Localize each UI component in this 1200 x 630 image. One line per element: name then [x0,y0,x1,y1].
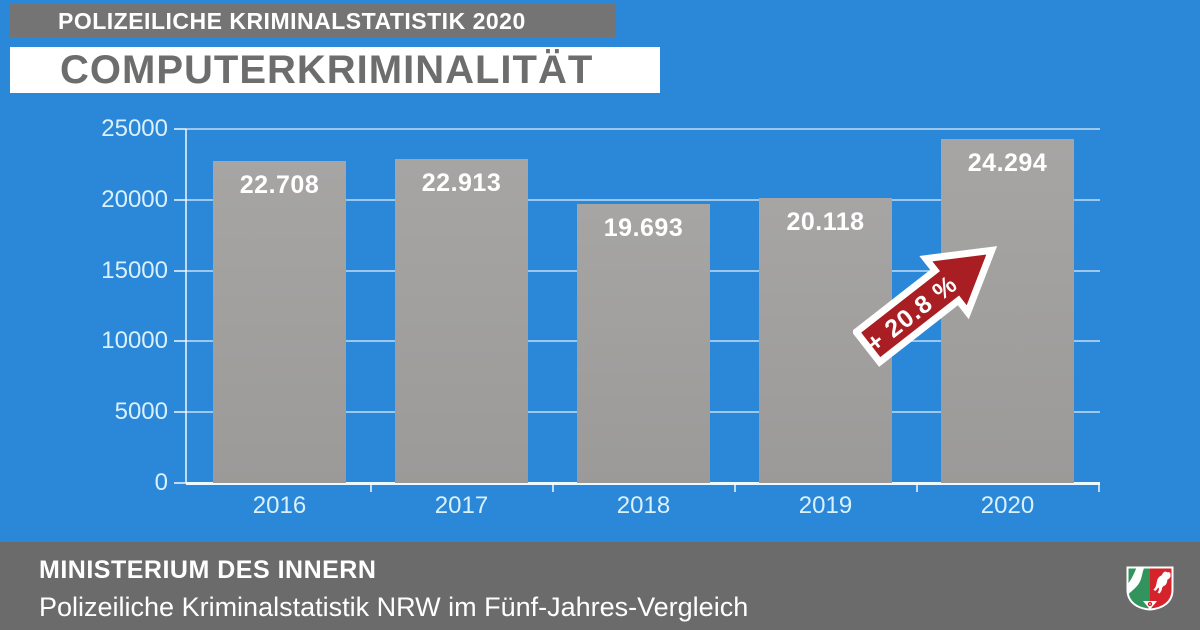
bar-value-label: 22.913 [421,168,502,197]
arrow-shape [853,246,998,367]
x-axis-label: 2016 [252,492,307,519]
y-axis-label: 20000 [101,185,168,213]
gridline [186,198,1100,201]
x-axis-tick [370,483,372,492]
bar-value-label: 20.118 [786,208,865,237]
x-axis-label: 2018 [616,492,671,519]
bar-value-label: 24.294 [967,148,1048,177]
increase-arrow: + 20.8 % [853,246,998,367]
rhine-wave [1127,567,1145,597]
x-axis-label: 2017 [434,492,489,519]
nrw-coat-of-arms-icon [1126,566,1174,611]
bar: 22.708 [213,161,346,483]
kicker-banner: POLIZEILICHE KRIMINALSTATISTIK 2020 [10,4,615,37]
kicker-text: POLIZEILICHE KRIMINALSTATISTIK 2020 [58,8,526,34]
footer-title: MINISTERIUM DES INNERN [39,556,377,584]
x-axis-tick [1098,483,1100,492]
bar: 22.913 [395,158,528,483]
y-axis-label: 0 [154,469,168,496]
x-axis-tick [734,483,736,492]
y-axis-tick [174,411,186,414]
y-axis-label: 5000 [114,398,168,426]
lippe-rose-center [1149,603,1151,605]
title-banner: COMPUTERKRIMINALITÄT [10,47,660,93]
shield-border [1126,566,1174,611]
gridline [186,482,1100,485]
page-title: COMPUTERKRIMINALITÄT [60,48,594,92]
footer-subtitle: Polizeiliche Kriminalstatistik NRW im Fü… [39,592,749,622]
bar: 19.693 [577,204,710,483]
bar-value-label: 19.693 [603,214,684,243]
westphalian-horse [1153,571,1171,594]
y-axis-tick [174,340,186,343]
bar-value-label: 22.708 [239,171,320,200]
y-axis-label: 10000 [101,327,168,355]
y-axis-tick [174,198,186,201]
y-axis-label: 25000 [101,115,168,142]
x-axis-label: 2019 [798,492,853,519]
y-axis-line [185,129,187,483]
footer: MINISTERIUM DES INNERN Polizeiliche Krim… [0,542,1200,630]
y-axis-tick [174,482,186,484]
gridline [186,128,1100,130]
y-axis-tick [174,128,186,130]
x-axis-tick [552,483,554,492]
x-axis-tick [916,483,918,492]
y-axis-label: 15000 [101,256,168,284]
x-axis-label: 2020 [980,492,1035,519]
y-axis-tick [174,269,186,272]
